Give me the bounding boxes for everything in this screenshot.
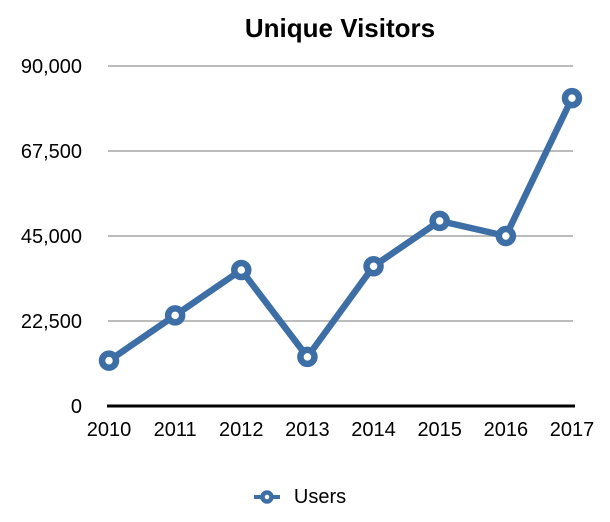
data-point-marker: [231, 259, 252, 281]
y-axis-tick-label: 90,000: [21, 56, 82, 78]
x-axis-tick-label: 2015: [417, 419, 462, 441]
data-point-marker: [495, 225, 517, 247]
data-point-marker: [98, 350, 120, 371]
x-axis-tick-label: 2016: [484, 419, 529, 441]
data-point-marker: [561, 87, 583, 109]
x-axis-tick-label: 2012: [219, 419, 264, 441]
x-axis-tick-label: 2017: [550, 419, 595, 441]
data-point-marker: [164, 305, 186, 326]
users-series-line: [105, 94, 576, 364]
legend-users-marker-icon: [253, 490, 280, 504]
chart-title: Unique Visitors: [244, 13, 436, 43]
x-axis-tick-label: 2011: [154, 419, 197, 441]
y-axis-tick-label: 22,500: [21, 311, 82, 333]
legend: Users: [0, 484, 598, 510]
x-axis-tick-label: 2013: [285, 419, 330, 441]
x-axis-tick-label: 2010: [87, 419, 132, 441]
y-axis-tick-label: 45,000: [21, 226, 82, 248]
data-point-marker: [429, 210, 450, 232]
data-point-marker: [297, 346, 318, 368]
legend-label: Users: [293, 486, 347, 508]
y-axis-tick-label: 67,500: [21, 141, 82, 163]
x-axis-tick-label: 2014: [351, 419, 396, 441]
y-axis-tick-label: 0: [71, 396, 82, 418]
data-point-marker: [363, 255, 384, 277]
